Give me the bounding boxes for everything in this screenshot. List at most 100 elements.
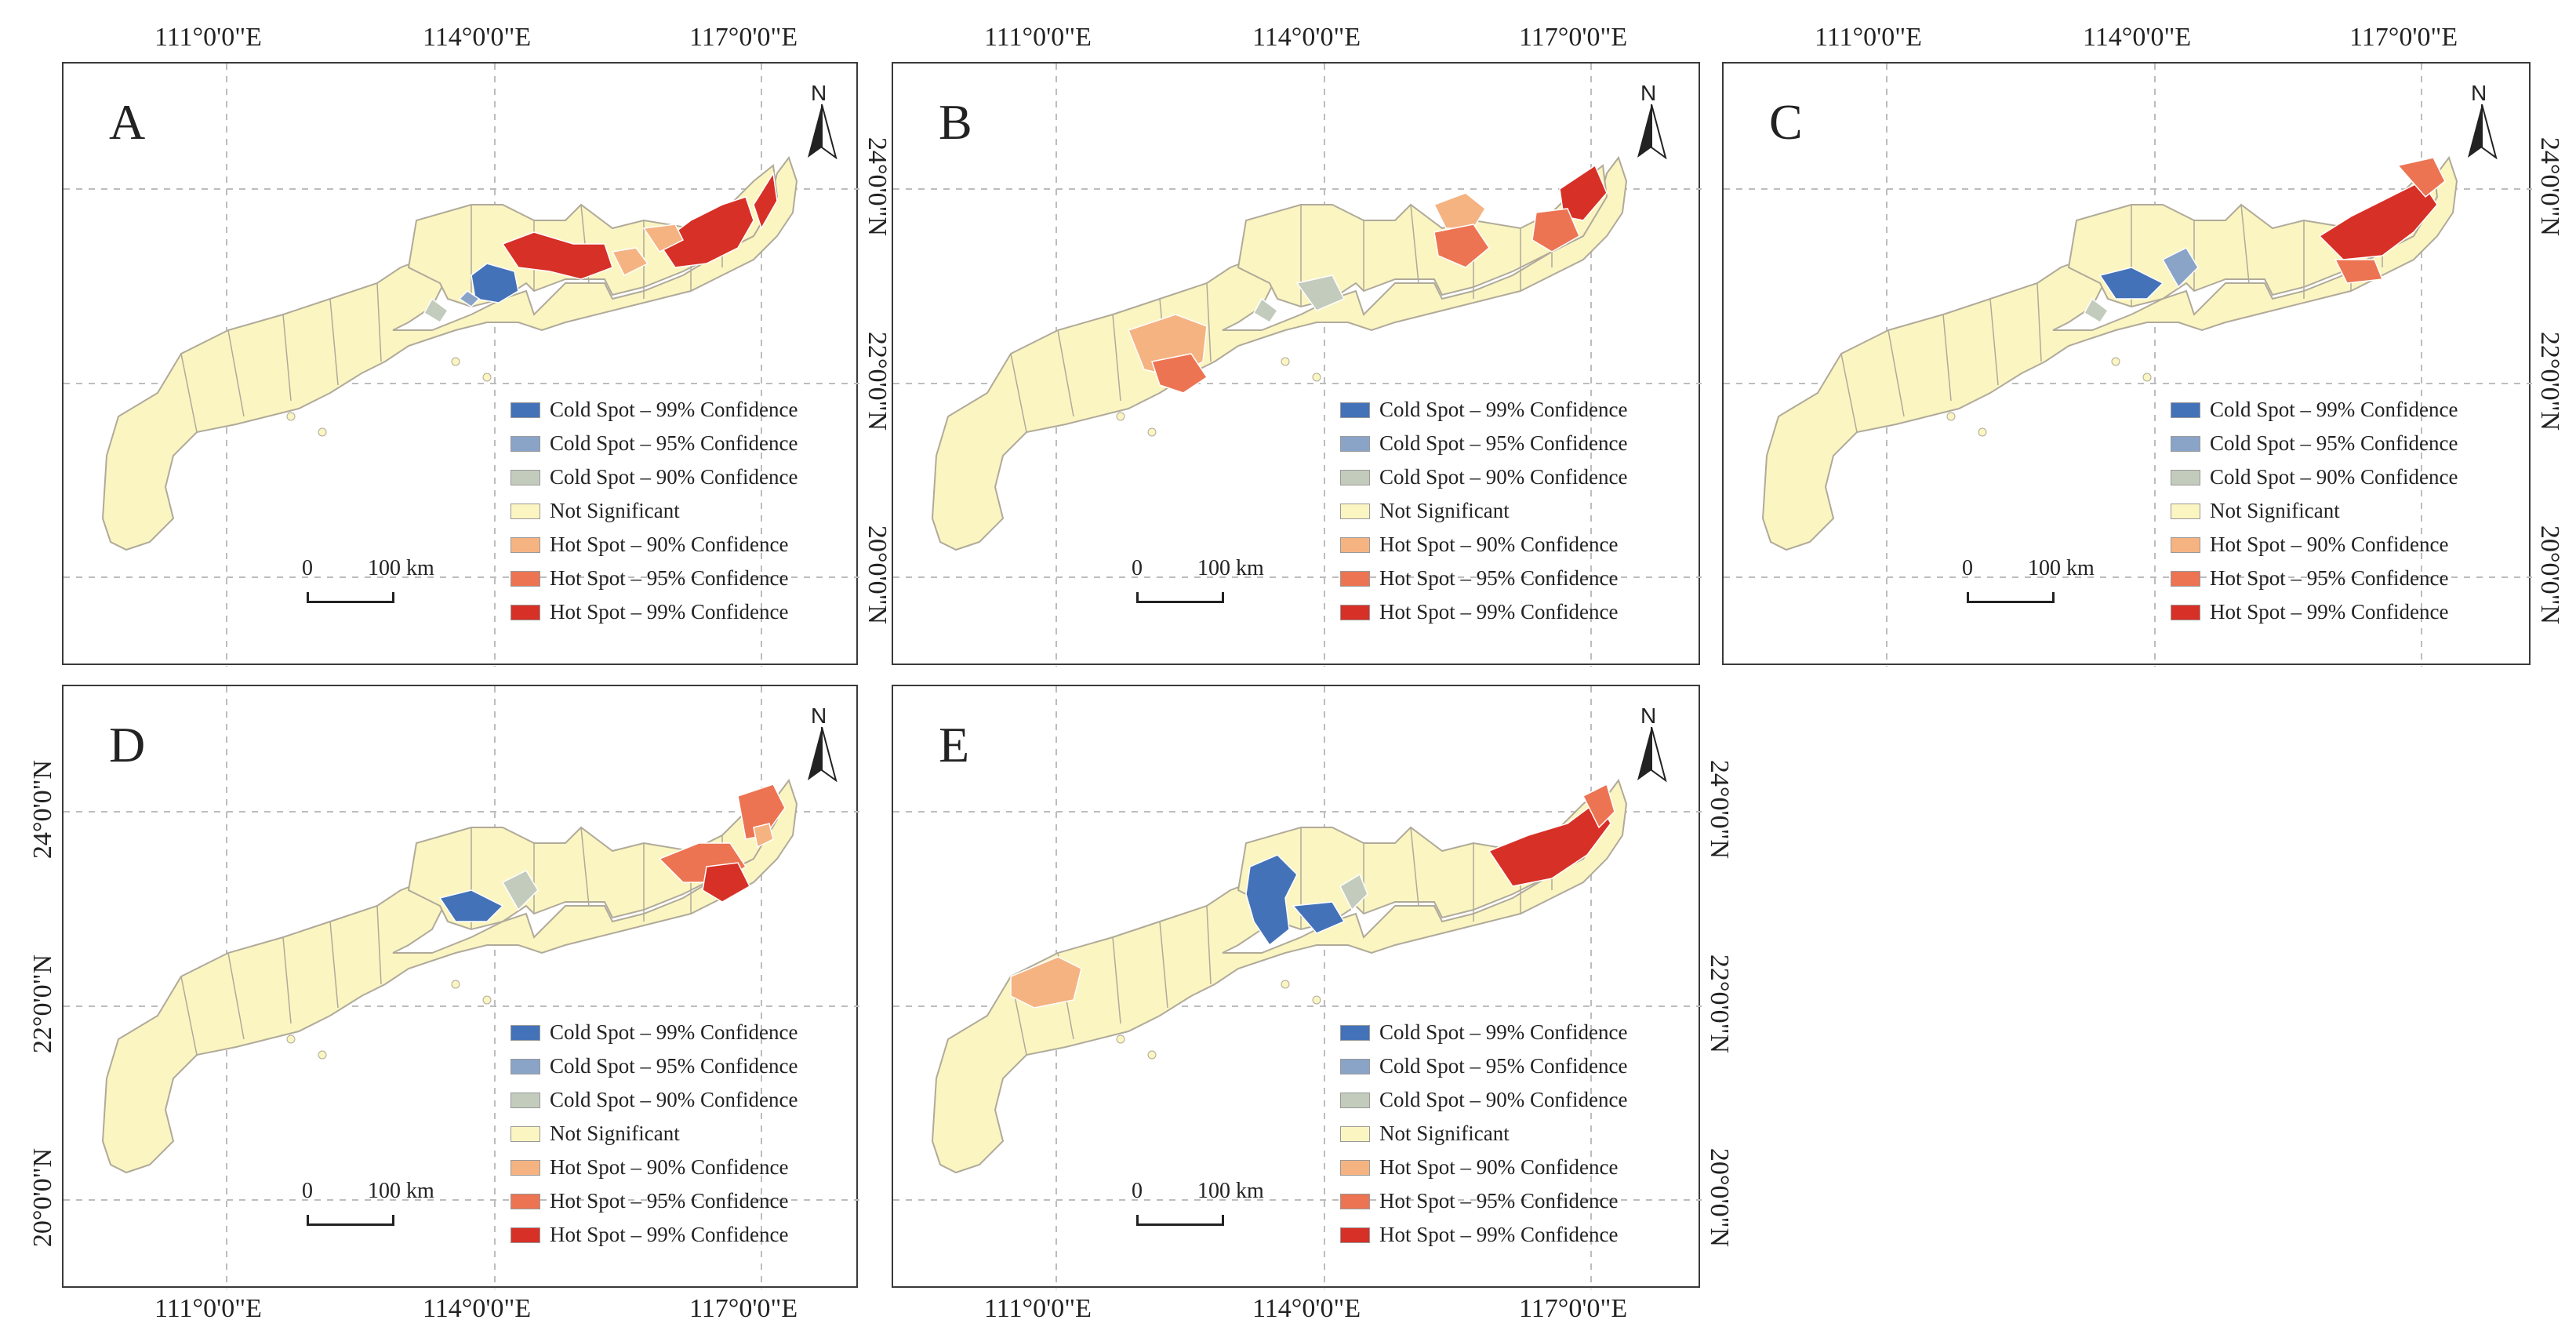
legend-item: Not Significant [510, 1117, 798, 1151]
latitude-tick-label: 24°0'0"N [1705, 759, 1734, 860]
legend-label: Hot Spot – 90% Confidence [1379, 533, 1619, 556]
panel-label: E [939, 717, 970, 773]
cluster-region [2098, 267, 2164, 300]
legend-label: Hot Spot – 99% Confidence [2210, 600, 2449, 624]
longitude-tick-label: 111°0'0"E [154, 23, 262, 52]
legend: Cold Spot – 99% Confidence Cold Spot – 95… [510, 393, 798, 629]
cluster-region [1339, 873, 1368, 911]
cluster-region [702, 862, 750, 903]
scale-bar-line [307, 592, 394, 603]
legend-item: Cold Spot – 90% Confidence [2171, 460, 2458, 494]
legend-label: Not Significant [550, 499, 680, 522]
legend-item: Not Significant [1340, 1117, 1627, 1151]
legend-label: Hot Spot – 95% Confidence [1379, 1189, 1619, 1213]
legend-item: Cold Spot – 95% Confidence [1340, 1049, 1627, 1083]
island [482, 373, 492, 382]
scale-length: 100 km [2028, 556, 2095, 580]
legend-swatch [1340, 435, 1370, 452]
north-arrow-icon: N [805, 704, 839, 782]
cluster-region [458, 290, 481, 307]
map-canvas [64, 64, 859, 667]
map-panel-c: C N Cold Spot – 99% Confidence Cold Spot – … [1722, 62, 2532, 667]
cluster-region [2318, 180, 2438, 260]
legend-label: Cold Spot – 90% Confidence [2210, 465, 2458, 489]
legend-label: Cold Spot – 99% Confidence [550, 398, 798, 421]
cluster-region [658, 196, 754, 268]
longitude-tick-label: 111°0'0"E [1815, 23, 1922, 52]
legend: Cold Spot – 99% Confidence Cold Spot – 95… [1340, 393, 1627, 629]
north-label: N [2471, 81, 2487, 105]
cluster-region [1295, 275, 1346, 311]
legend-label: Cold Spot – 95% Confidence [1379, 1054, 1628, 1078]
legend-swatch [1340, 1125, 1370, 1142]
north-arrow-icon: N [1634, 704, 1669, 782]
legend-item: Cold Spot – 90% Confidence [1340, 460, 1627, 494]
scale-zero: 0 [1132, 1179, 1143, 1203]
cluster-region [753, 171, 778, 230]
latitude-tick-label: 20°0'0"N [863, 525, 892, 625]
north-label: N [811, 704, 827, 728]
legend-item: Cold Spot – 90% Confidence [510, 460, 798, 494]
legend-label: Not Significant [2210, 499, 2340, 522]
longitude-tick-label: 117°0'0"E [2349, 23, 2458, 52]
north-arrow-icon: N [1634, 81, 1669, 159]
legend-item: Not Significant [510, 494, 798, 528]
cluster-region [2161, 247, 2199, 289]
cluster-region [642, 224, 685, 253]
longitude-tick-label: 117°0'0"E [689, 23, 798, 52]
map-canvas [1724, 64, 2532, 667]
legend-swatch [510, 1125, 540, 1142]
cluster-region [501, 231, 613, 280]
map-canvas [893, 64, 1702, 667]
legend-label: Cold Spot – 95% Confidence [550, 1054, 798, 1078]
scale-bar: 0 100 km [1962, 556, 2095, 603]
legend-label: Hot Spot – 90% Confidence [550, 1155, 789, 1179]
legend-label: Hot Spot – 90% Confidence [2210, 533, 2449, 556]
legend-swatch [2171, 503, 2200, 519]
cluster-region [753, 823, 774, 849]
map-panel-b: B N Cold Spot – 99% Confidence Cold Spot – … [892, 62, 1702, 667]
island [482, 995, 492, 1005]
legend-label: Not Significant [550, 1122, 680, 1145]
pearl-river-region [1237, 164, 1608, 308]
cluster-region [1252, 297, 1279, 324]
legend-swatch [510, 1024, 540, 1041]
legend-swatch [2171, 469, 2200, 485]
legend-label: Hot Spot – 95% Confidence [2210, 566, 2449, 590]
legend-item: Cold Spot – 95% Confidence [510, 427, 798, 460]
legend-item: Not Significant [1340, 494, 1627, 528]
latitude-tick-label: 22°0'0"N [863, 331, 892, 431]
legend-item: Hot Spot – 95% Confidence [1340, 562, 1627, 595]
legend-swatch [510, 435, 540, 452]
longitude-tick-label: 114°0'0"E [1252, 1294, 1361, 1323]
legend: Cold Spot – 99% Confidence Cold Spot – 95… [2171, 393, 2458, 629]
scale-length: 100 km [368, 1179, 434, 1203]
legend-label: Cold Spot – 90% Confidence [1379, 465, 1628, 489]
cluster-region [737, 784, 786, 840]
legend-swatch [2171, 435, 2200, 452]
legend-item: Cold Spot – 95% Confidence [2171, 427, 2458, 460]
legend-item: Not Significant [2171, 494, 2458, 528]
legend-swatch [1340, 1193, 1370, 1209]
legend-swatch [1340, 1159, 1370, 1176]
scale-bar-line [1136, 1215, 1224, 1226]
legend-label: Hot Spot – 99% Confidence [1379, 600, 1619, 624]
legend-item: Cold Spot – 99% Confidence [510, 1016, 798, 1049]
scale-length: 100 km [1197, 556, 1264, 580]
legend-swatch [510, 570, 540, 587]
north-label: N [1640, 81, 1657, 105]
longitude-tick-label: 111°0'0"E [154, 1294, 262, 1323]
legend-label: Not Significant [1379, 1122, 1510, 1145]
map-canvas [893, 686, 1702, 1289]
cluster-region [1488, 798, 1611, 887]
cluster-region [423, 297, 449, 324]
legend-item: Cold Spot – 95% Confidence [1340, 427, 1627, 460]
legend-item: Hot Spot – 95% Confidence [1340, 1184, 1627, 1218]
legend-label: Cold Spot – 99% Confidence [1379, 398, 1628, 421]
island [451, 980, 460, 989]
longitude-tick-label: 117°0'0"E [1519, 1294, 1628, 1323]
island [1281, 357, 1290, 366]
legend-item: Hot Spot – 99% Confidence [1340, 1218, 1627, 1252]
scale-zero: 0 [1962, 556, 1973, 580]
cluster-region [1010, 956, 1082, 1009]
